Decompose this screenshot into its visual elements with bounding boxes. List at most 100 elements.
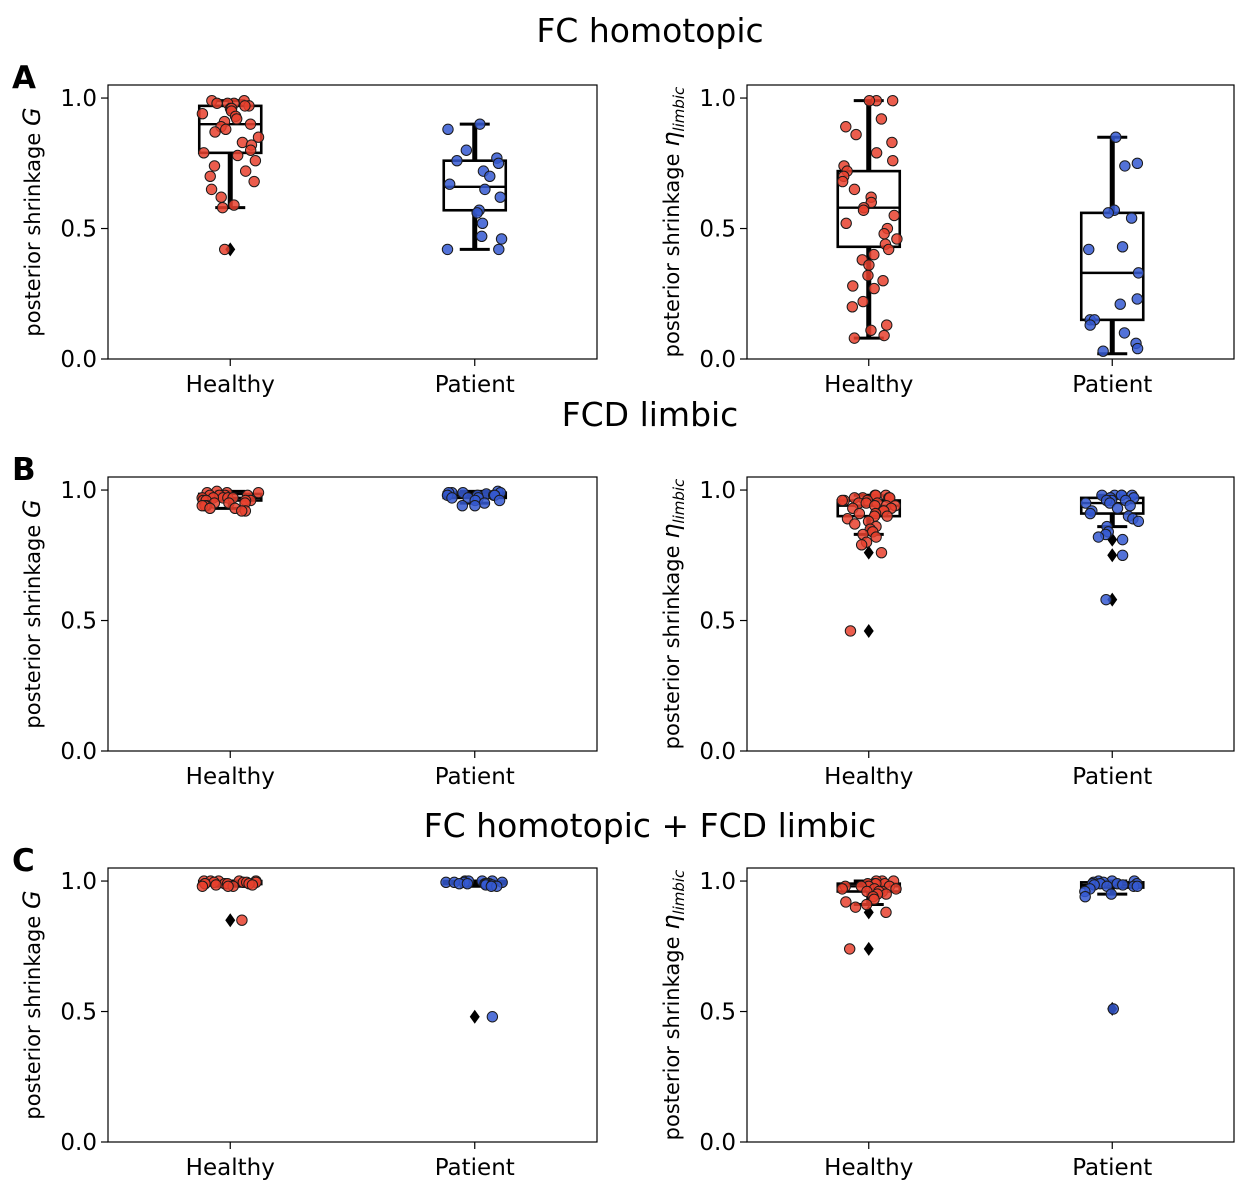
y-tick-label: 0.0 (60, 347, 97, 373)
y-axis-label: posterior shrinkage ηlimbic (657, 86, 688, 357)
data-point (248, 175, 260, 188)
y-axis-label-text: posterior shrinkage (21, 126, 45, 337)
data-point (196, 108, 209, 120)
data-point (1131, 293, 1143, 305)
y-axis-label-text: posterior shrinkage (660, 930, 684, 1141)
y-tick-label: 0.0 (60, 739, 97, 765)
data-point (1114, 298, 1126, 310)
series-patient (1079, 489, 1145, 607)
data-point (474, 118, 486, 130)
row-title: FC homotopic + FCD limbic (424, 806, 877, 845)
data-point (1110, 131, 1122, 143)
data-point (216, 201, 229, 214)
data-point (198, 147, 210, 159)
data-point (868, 248, 880, 261)
outlier-marker (863, 545, 874, 560)
data-point (860, 898, 873, 911)
data-point (870, 531, 882, 543)
series-healthy (196, 485, 265, 517)
data-point (204, 170, 216, 183)
data-point (236, 914, 248, 926)
data-point (881, 319, 893, 331)
data-point (1084, 319, 1096, 331)
x-tick-label: Healthy (186, 764, 275, 790)
data-point (222, 880, 234, 892)
data-point (1083, 243, 1095, 256)
data-point (1131, 157, 1144, 169)
data-point (890, 883, 902, 895)
y-axis-label-symbol: η (657, 915, 685, 930)
panel-row-a: FC homotopic A 0.0 0.5 1.0 posterior shrinkag… (12, 11, 1235, 398)
data-point (855, 539, 868, 551)
data-point (1116, 241, 1129, 253)
data-point (863, 259, 875, 271)
y-axis-label-symbol: G (18, 890, 46, 909)
series-patient (441, 118, 508, 256)
y-tick-label: 0.5 (699, 1000, 736, 1026)
data-point (209, 126, 221, 138)
x-tick-label: Healthy (186, 372, 275, 398)
data-point (239, 100, 251, 112)
plot-frame (746, 867, 1235, 1143)
y-axis-label: posterior shrinkage G (18, 107, 46, 336)
data-point (210, 879, 222, 891)
outlier-marker (225, 913, 236, 928)
series-healthy (196, 94, 265, 257)
plot-frame (107, 867, 598, 1143)
data-point (231, 149, 244, 162)
data-point (205, 183, 218, 196)
data-point (857, 295, 869, 308)
data-point (246, 879, 259, 891)
data-point (875, 546, 888, 559)
data-point (1131, 342, 1144, 355)
outlier-marker (1107, 548, 1118, 563)
data-point (1105, 888, 1118, 900)
data-point (211, 97, 223, 109)
data-point (843, 943, 856, 955)
data-point (493, 494, 506, 507)
y-tick-label: 0.5 (699, 217, 736, 243)
data-point (484, 170, 496, 183)
plot-frame (746, 84, 1235, 360)
data-point (204, 502, 216, 515)
data-point (840, 217, 852, 230)
data-point (1117, 879, 1129, 891)
data-point (1131, 880, 1144, 892)
data-point (479, 183, 491, 196)
panel-c-1: 0.0 0.5 1.0 posterior shrinkage G Healthy Pat… (18, 867, 598, 1181)
data-point (443, 178, 456, 190)
y-tick-label: 0.5 (60, 217, 97, 243)
y-tick-label: 0.5 (60, 1000, 97, 1026)
x-tick-label: Patient (435, 372, 515, 398)
y-tick-label: 0.0 (699, 1130, 736, 1156)
data-point (1132, 515, 1145, 528)
plot-frame (107, 476, 598, 752)
data-point (1118, 327, 1131, 339)
data-point (1092, 531, 1105, 543)
data-point (239, 165, 252, 177)
data-point (870, 147, 883, 159)
data-point (1119, 160, 1131, 172)
plot-frame (107, 84, 598, 360)
y-axis-label-text: posterior shrinkage (21, 518, 45, 729)
series-healthy (836, 875, 902, 956)
data-point (836, 494, 848, 507)
data-point (1104, 497, 1116, 509)
y-axis-label-symbol: η (657, 524, 685, 539)
y-axis-label-subscript: limbic (670, 86, 688, 132)
y-tick-label: 0.0 (60, 1130, 97, 1156)
data-point (495, 233, 508, 245)
data-point (476, 217, 489, 230)
box (836, 169, 902, 249)
panel-letter: A (12, 60, 36, 96)
data-point (220, 123, 232, 136)
series-patient (1079, 875, 1145, 1016)
data-point (478, 497, 491, 509)
outlier-marker (863, 623, 874, 638)
panel-letter: B (12, 452, 36, 488)
x-tick-label: Patient (1072, 764, 1152, 790)
data-point (840, 121, 852, 133)
data-point (887, 154, 899, 167)
panel-b-2: 0.0 0.5 1.0 posterior shrinkage ηlimbic Heal… (657, 476, 1235, 790)
data-point (1124, 500, 1136, 512)
